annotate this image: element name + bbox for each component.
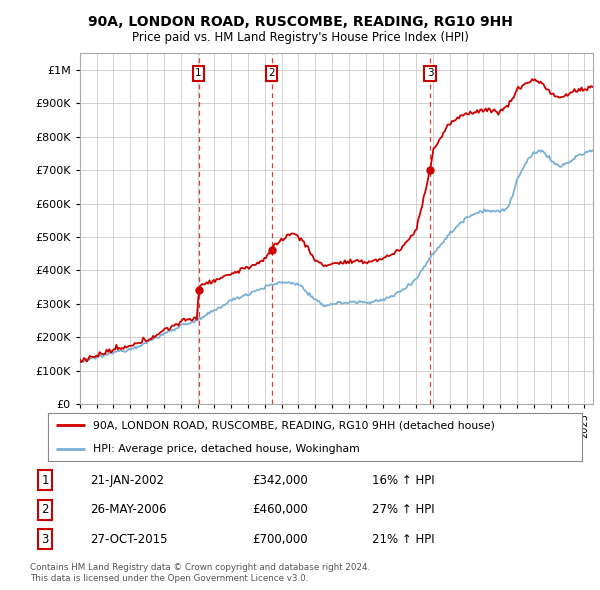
- Text: 16% ↑ HPI: 16% ↑ HPI: [372, 474, 434, 487]
- Text: £342,000: £342,000: [252, 474, 308, 487]
- Text: This data is licensed under the Open Government Licence v3.0.: This data is licensed under the Open Gov…: [30, 573, 308, 583]
- Text: Contains HM Land Registry data © Crown copyright and database right 2024.: Contains HM Land Registry data © Crown c…: [30, 563, 370, 572]
- Text: £460,000: £460,000: [252, 503, 308, 516]
- Text: 90A, LONDON ROAD, RUSCOMBE, READING, RG10 9HH (detached house): 90A, LONDON ROAD, RUSCOMBE, READING, RG1…: [94, 420, 495, 430]
- Text: 1: 1: [195, 68, 202, 78]
- Text: Price paid vs. HM Land Registry's House Price Index (HPI): Price paid vs. HM Land Registry's House …: [131, 31, 469, 44]
- Text: 27-OCT-2015: 27-OCT-2015: [90, 533, 167, 546]
- Text: 1: 1: [41, 474, 49, 487]
- Text: 2: 2: [41, 503, 49, 516]
- Text: 27% ↑ HPI: 27% ↑ HPI: [372, 503, 434, 516]
- Text: HPI: Average price, detached house, Wokingham: HPI: Average price, detached house, Woki…: [94, 444, 360, 454]
- Text: 3: 3: [41, 533, 49, 546]
- Text: 2: 2: [268, 68, 275, 78]
- Text: 90A, LONDON ROAD, RUSCOMBE, READING, RG10 9HH: 90A, LONDON ROAD, RUSCOMBE, READING, RG1…: [88, 15, 512, 29]
- Text: 21% ↑ HPI: 21% ↑ HPI: [372, 533, 434, 546]
- Text: 26-MAY-2006: 26-MAY-2006: [90, 503, 167, 516]
- Text: 21-JAN-2002: 21-JAN-2002: [90, 474, 164, 487]
- Text: £700,000: £700,000: [252, 533, 308, 546]
- Text: 3: 3: [427, 68, 433, 78]
